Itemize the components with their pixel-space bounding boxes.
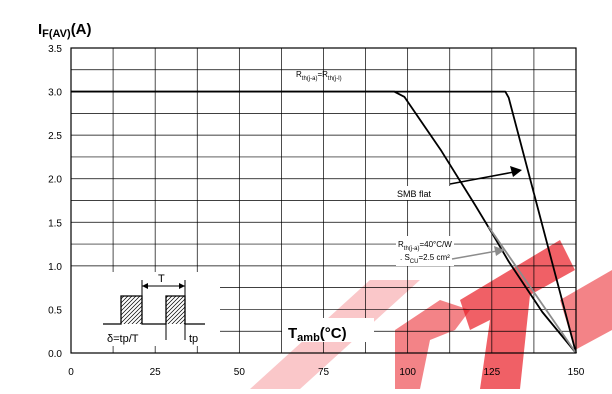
series-line-2 — [71, 90, 577, 354]
annotation-text: . S — [400, 253, 410, 262]
annotation-rth-40-line1: Rth(j-a)=40°C/W — [398, 240, 452, 252]
rth40-arrow-head — [494, 246, 505, 256]
period-arrow-left-head — [142, 283, 148, 289]
series-line-3 — [487, 226, 577, 354]
y-tick-label: 0.5 — [48, 305, 62, 316]
inset-background — [70, 272, 220, 346]
pulse-inset: T δ=tp/T tp — [70, 272, 220, 346]
pulse-width-label: tp — [189, 333, 198, 345]
x-tick-label: 25 — [150, 367, 162, 378]
rth40-arrow-line — [451, 250, 498, 260]
rth40-label-background — [396, 236, 454, 266]
y-tick-label: 3.5 — [48, 44, 62, 55]
pulse-2-hatch — [166, 296, 185, 324]
y-tick-label: 3.0 — [48, 88, 62, 99]
annotation-text: =2.5 cm² — [418, 253, 450, 262]
x-tick-label: 150 — [568, 367, 585, 378]
annotation-subscript: th(j-a) — [404, 246, 420, 252]
x-tick-label: 75 — [318, 367, 330, 378]
y-tick-labels: 0.0 0.5 1.0 1.5 2.0 2.5 3.0 3.5 — [48, 44, 62, 360]
smb-label-background — [393, 186, 451, 200]
y-axis-title: IF(AV)(A) — [38, 21, 92, 40]
y-title-unit: (A) — [71, 21, 92, 38]
x-tick-label: 125 — [483, 367, 500, 378]
x-tick-label: 50 — [234, 367, 246, 378]
duty-cycle-label: δ=tp/T — [107, 333, 139, 345]
pulse-1-hatch — [121, 296, 142, 324]
x-label-background — [282, 318, 374, 342]
period-arrow-right-head — [179, 283, 185, 289]
x-title-main: T — [288, 325, 297, 342]
y-tick-label: 1.0 — [48, 262, 62, 273]
x-tick-label: 0 — [68, 367, 74, 378]
x-tick-label: 100 — [399, 367, 416, 378]
annotation-smb-flat: SMB flat — [397, 189, 432, 199]
x-title-unit: (°C) — [320, 325, 347, 342]
watermark-t-shape — [460, 240, 575, 389]
series-layer — [71, 90, 577, 354]
annotation-rth-jl: Rth(j-a)=Rth(j-l) — [296, 70, 342, 82]
annotation-subscript: th(j-l) — [328, 76, 342, 82]
annotation-text: =40°C/W — [419, 240, 452, 249]
y-title-sub: F(AV) — [42, 28, 71, 40]
smb-arrow-head — [510, 166, 522, 177]
watermark-edge — [560, 270, 612, 350]
y-tick-label: 2.0 — [48, 175, 62, 186]
y-title-main: I — [38, 21, 42, 38]
annotation-rth-40-line2: . SCU=2.5 cm² — [400, 253, 450, 265]
x-title-sub: amb — [297, 332, 320, 344]
plot-border — [70, 47, 577, 354]
x-tick-labels: 0 25 50 75 100 125 150 — [68, 367, 585, 378]
annotation-subscript: CU — [410, 259, 419, 265]
annotation-text: R — [398, 240, 404, 249]
period-label: T — [158, 273, 165, 285]
smb-arrow-line — [449, 171, 515, 185]
x-axis-title: Tamb(°C) — [288, 325, 347, 344]
y-tick-label: 2.5 — [48, 131, 62, 142]
annotation-text: R — [296, 70, 302, 79]
annotation-text: =R — [317, 70, 328, 79]
y-tick-label: 0.0 — [48, 349, 62, 360]
annotation-subscript: th(j-a) — [302, 76, 318, 82]
y-tick-label: 1.5 — [48, 218, 62, 229]
watermark-s-shape — [395, 300, 470, 389]
